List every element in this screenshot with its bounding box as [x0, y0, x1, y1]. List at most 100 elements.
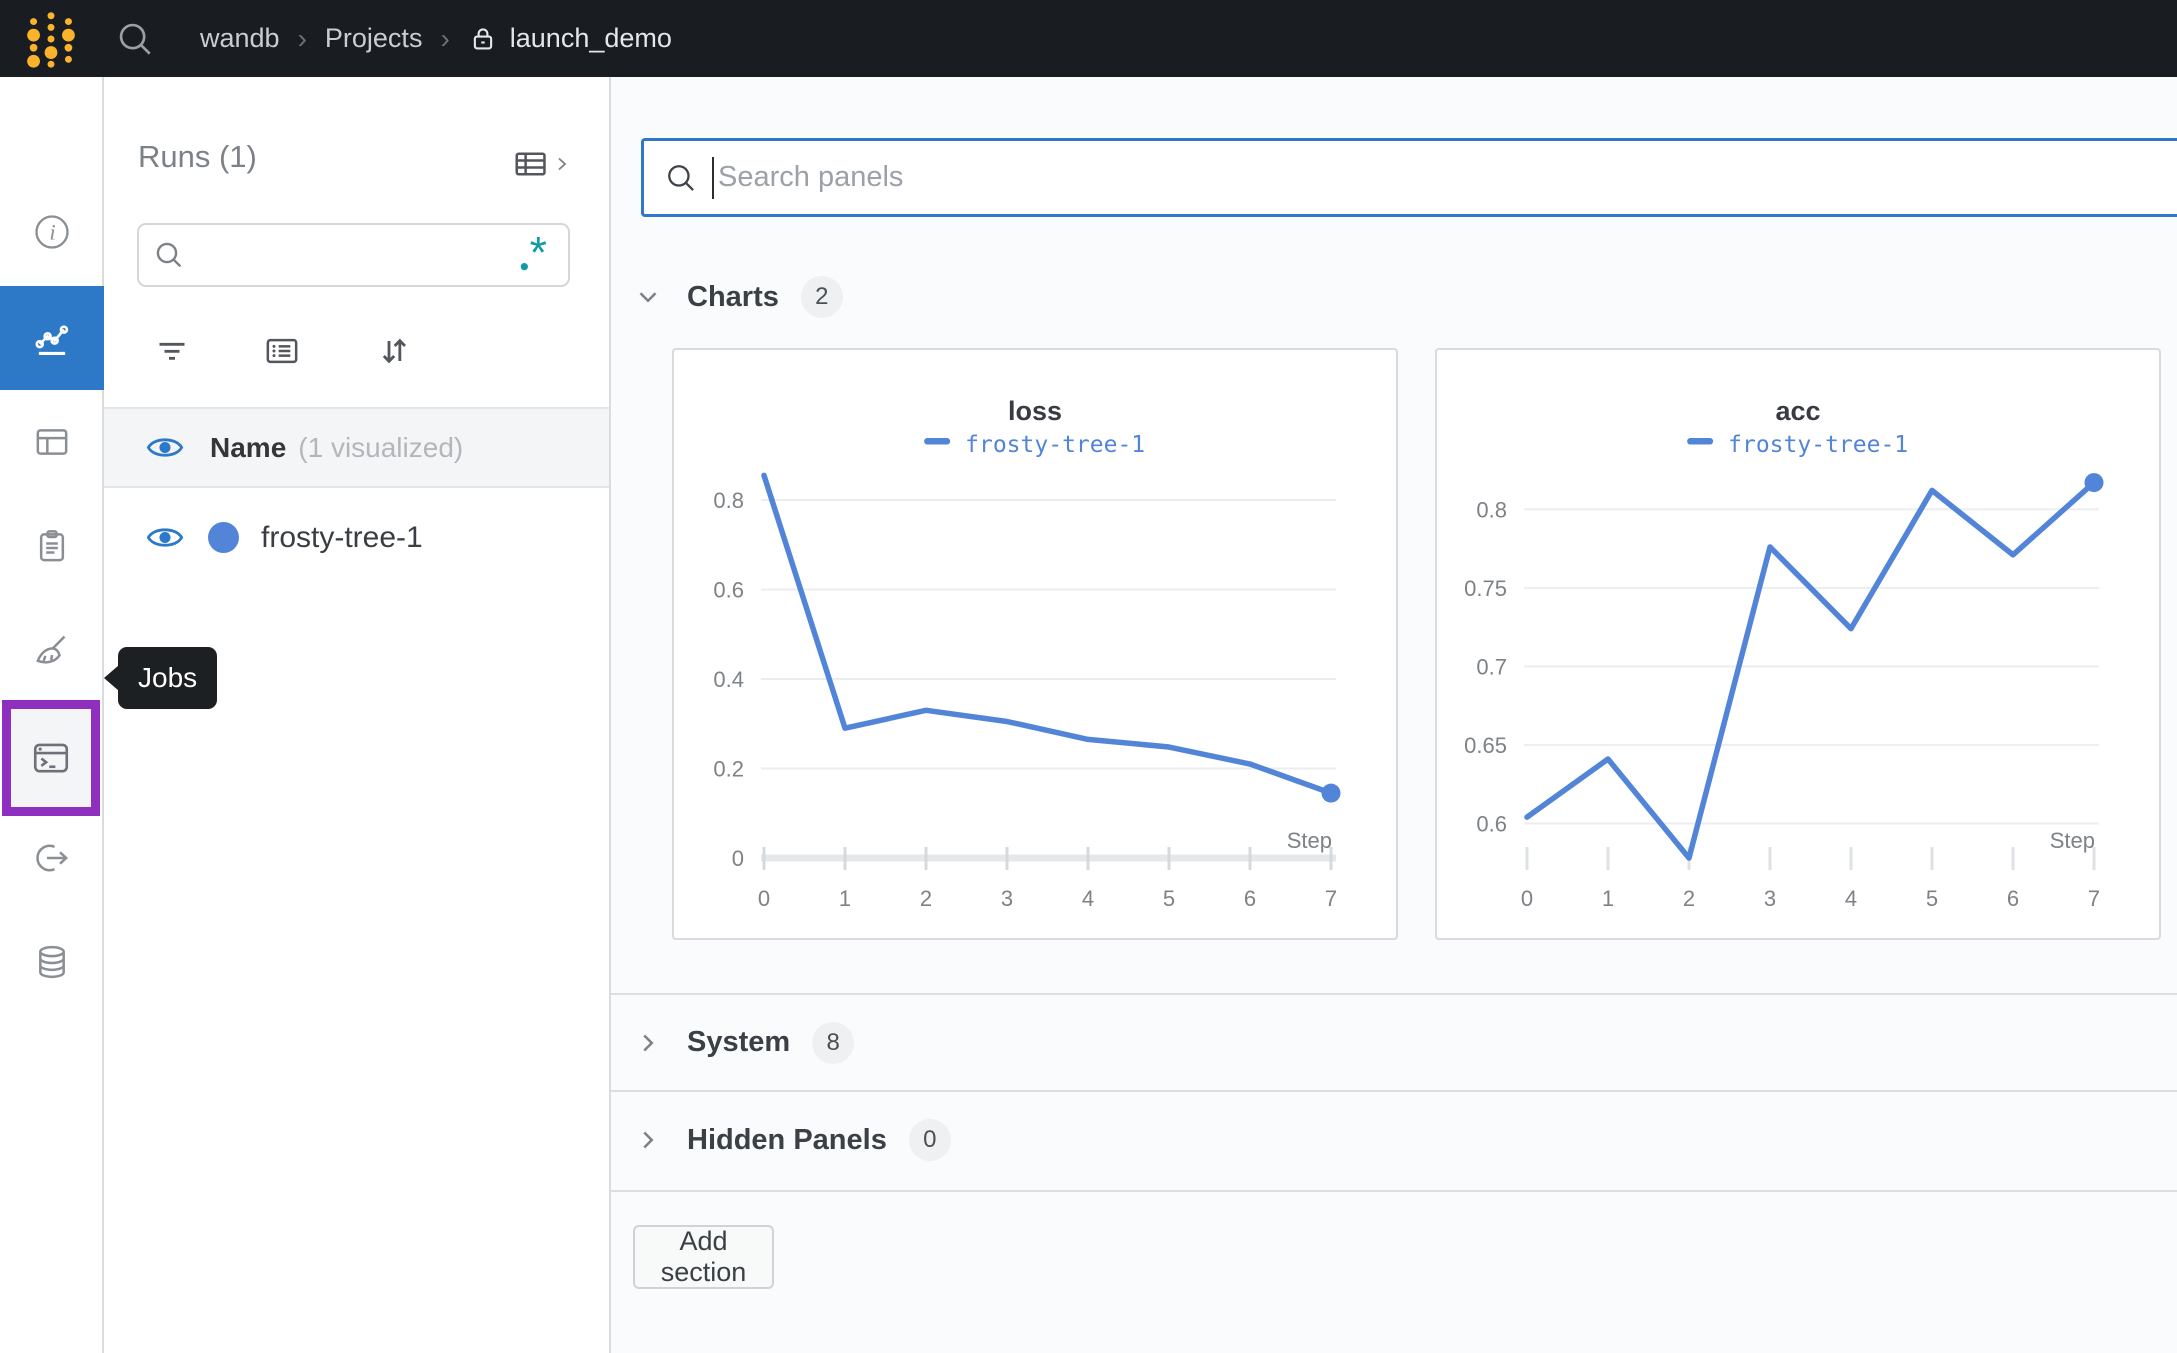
runs-panel-title: Runs (1) — [138, 139, 257, 175]
launch-arrow-icon — [32, 838, 72, 878]
project-name: launch_demo — [510, 23, 672, 54]
section-divider — [611, 1190, 2177, 1192]
section-count-hidden-panels: 0 — [909, 1119, 951, 1161]
add-section-button[interactable]: Add section — [633, 1225, 774, 1289]
sidebar-item-launch[interactable] — [22, 828, 82, 888]
svg-text:0.2: 0.2 — [713, 756, 744, 781]
section-header-hidden-panels[interactable]: Hidden Panels 0 — [633, 1092, 951, 1188]
breadcrumb-projects[interactable]: Projects — [325, 23, 423, 54]
info-icon: i — [32, 212, 72, 252]
runs-toolbar — [104, 323, 609, 387]
sort-icon[interactable] — [374, 331, 414, 376]
svg-text:7: 7 — [2088, 886, 2100, 911]
run-visibility-eye-icon[interactable] — [146, 524, 184, 551]
run-color-dot — [208, 522, 239, 553]
svg-text:0.75: 0.75 — [1464, 576, 1507, 601]
breadcrumb-separator: › — [298, 23, 307, 55]
broom-icon — [32, 630, 72, 670]
chevron-down-icon[interactable] — [633, 282, 663, 312]
section-header-system[interactable]: System 8 — [633, 995, 854, 1090]
sidebar-item-logs[interactable] — [22, 516, 82, 576]
run-row[interactable]: frosty-tree-1 — [104, 490, 609, 585]
svg-text:0.8: 0.8 — [713, 488, 744, 513]
line-chart-icon — [31, 317, 73, 359]
svg-text:Step: Step — [1287, 828, 1332, 853]
section-label-charts[interactable]: Charts — [687, 281, 779, 314]
svg-text:0.7: 0.7 — [1476, 654, 1507, 679]
jobs-tooltip-label: Jobs — [138, 662, 197, 694]
chevron-right-icon — [550, 152, 574, 176]
chart-panel-loss[interactable]: lossfrosty-tree-100.20.40.60.801234567St… — [672, 348, 1398, 940]
svg-text:4: 4 — [1845, 886, 1857, 911]
svg-text:frosty-tree-1: frosty-tree-1 — [1728, 432, 1908, 458]
visibility-eye-icon[interactable] — [146, 434, 184, 461]
svg-text:0: 0 — [758, 886, 770, 911]
breadcrumb-separator: › — [440, 23, 449, 55]
runs-table-icon — [512, 145, 550, 183]
svg-text:0.65: 0.65 — [1464, 733, 1507, 758]
run-name[interactable]: frosty-tree-1 — [261, 521, 423, 555]
runs-search-box: * — [137, 223, 570, 287]
sidebar-item-runs-table[interactable] — [22, 412, 82, 472]
database-icon — [32, 942, 72, 982]
section-count-charts: 2 — [801, 276, 843, 318]
svg-text:3: 3 — [1764, 886, 1776, 911]
svg-text:0.4: 0.4 — [713, 667, 744, 692]
sidebar-item-jobs[interactable] — [2, 700, 100, 816]
regex-toggle-icon[interactable]: * — [518, 237, 554, 273]
filter-icon[interactable] — [152, 331, 192, 376]
sidebar-item-sweeps[interactable] — [22, 620, 82, 680]
search-icon — [664, 161, 698, 195]
svg-text:5: 5 — [1926, 886, 1938, 911]
svg-text:5: 5 — [1163, 886, 1175, 911]
chevron-right-icon[interactable] — [633, 1028, 663, 1058]
global-search-icon[interactable] — [116, 20, 154, 58]
svg-text:2: 2 — [920, 886, 932, 911]
svg-text:6: 6 — [1244, 886, 1256, 911]
svg-text:*: * — [530, 237, 547, 273]
expand-runs-table-button[interactable] — [512, 145, 574, 183]
wandb-app: wandb › Projects › launch_demo i — [0, 0, 2177, 1353]
svg-text:0.6: 0.6 — [1476, 811, 1507, 836]
svg-text:0.8: 0.8 — [1476, 497, 1507, 522]
breadcrumb-project[interactable]: launch_demo — [468, 23, 672, 54]
svg-text:2: 2 — [1683, 886, 1695, 911]
section-count-system: 8 — [812, 1022, 854, 1064]
runs-search-input[interactable] — [185, 239, 518, 272]
search-icon — [153, 239, 185, 271]
sidebar-item-artifacts[interactable] — [22, 932, 82, 992]
svg-text:i: i — [49, 220, 55, 245]
table-icon — [32, 422, 72, 462]
svg-text:frosty-tree-1: frosty-tree-1 — [965, 432, 1145, 458]
wandb-logo[interactable] — [22, 8, 80, 70]
chevron-right-icon[interactable] — [633, 1125, 663, 1155]
sidebar-item-workspace[interactable] — [0, 286, 104, 390]
sidebar-item-overview[interactable]: i — [22, 202, 82, 262]
panel-search-input[interactable] — [716, 160, 2160, 195]
svg-text:3: 3 — [1001, 886, 1013, 911]
section-header-charts[interactable]: Charts 2 — [633, 273, 843, 321]
section-label-hidden-panels[interactable]: Hidden Panels — [687, 1124, 887, 1157]
clipboard-icon — [32, 526, 72, 566]
svg-text:4: 4 — [1082, 886, 1094, 911]
top-navbar: wandb › Projects › launch_demo — [0, 0, 2177, 77]
breadcrumb: wandb › Projects › launch_demo — [200, 23, 672, 55]
panel-search-box — [641, 138, 2177, 217]
runs-header-name: Name — [210, 432, 286, 464]
runs-panel: Runs (1) * — [104, 77, 611, 1353]
breadcrumb-entity[interactable]: wandb — [200, 23, 280, 54]
workspace-main: Charts 2 lossfrosty-tree-100.20.40.60.80… — [611, 77, 2177, 1353]
jobs-tooltip: Jobs — [118, 647, 217, 709]
svg-text:acc: acc — [1775, 396, 1820, 426]
svg-text:1: 1 — [839, 886, 851, 911]
group-list-icon[interactable] — [262, 331, 302, 376]
svg-text:1: 1 — [1602, 886, 1614, 911]
left-icon-rail: i — [0, 77, 104, 1353]
svg-text:7: 7 — [1325, 886, 1337, 911]
svg-text:6: 6 — [2007, 886, 2019, 911]
section-label-system[interactable]: System — [687, 1026, 790, 1059]
wandb-logo-dots — [22, 8, 80, 70]
chart-panel-acc[interactable]: accfrosty-tree-10.60.650.70.750.80123456… — [1435, 348, 2161, 940]
text-cursor — [712, 157, 714, 199]
runs-list-header: Name (1 visualized) — [104, 407, 609, 488]
